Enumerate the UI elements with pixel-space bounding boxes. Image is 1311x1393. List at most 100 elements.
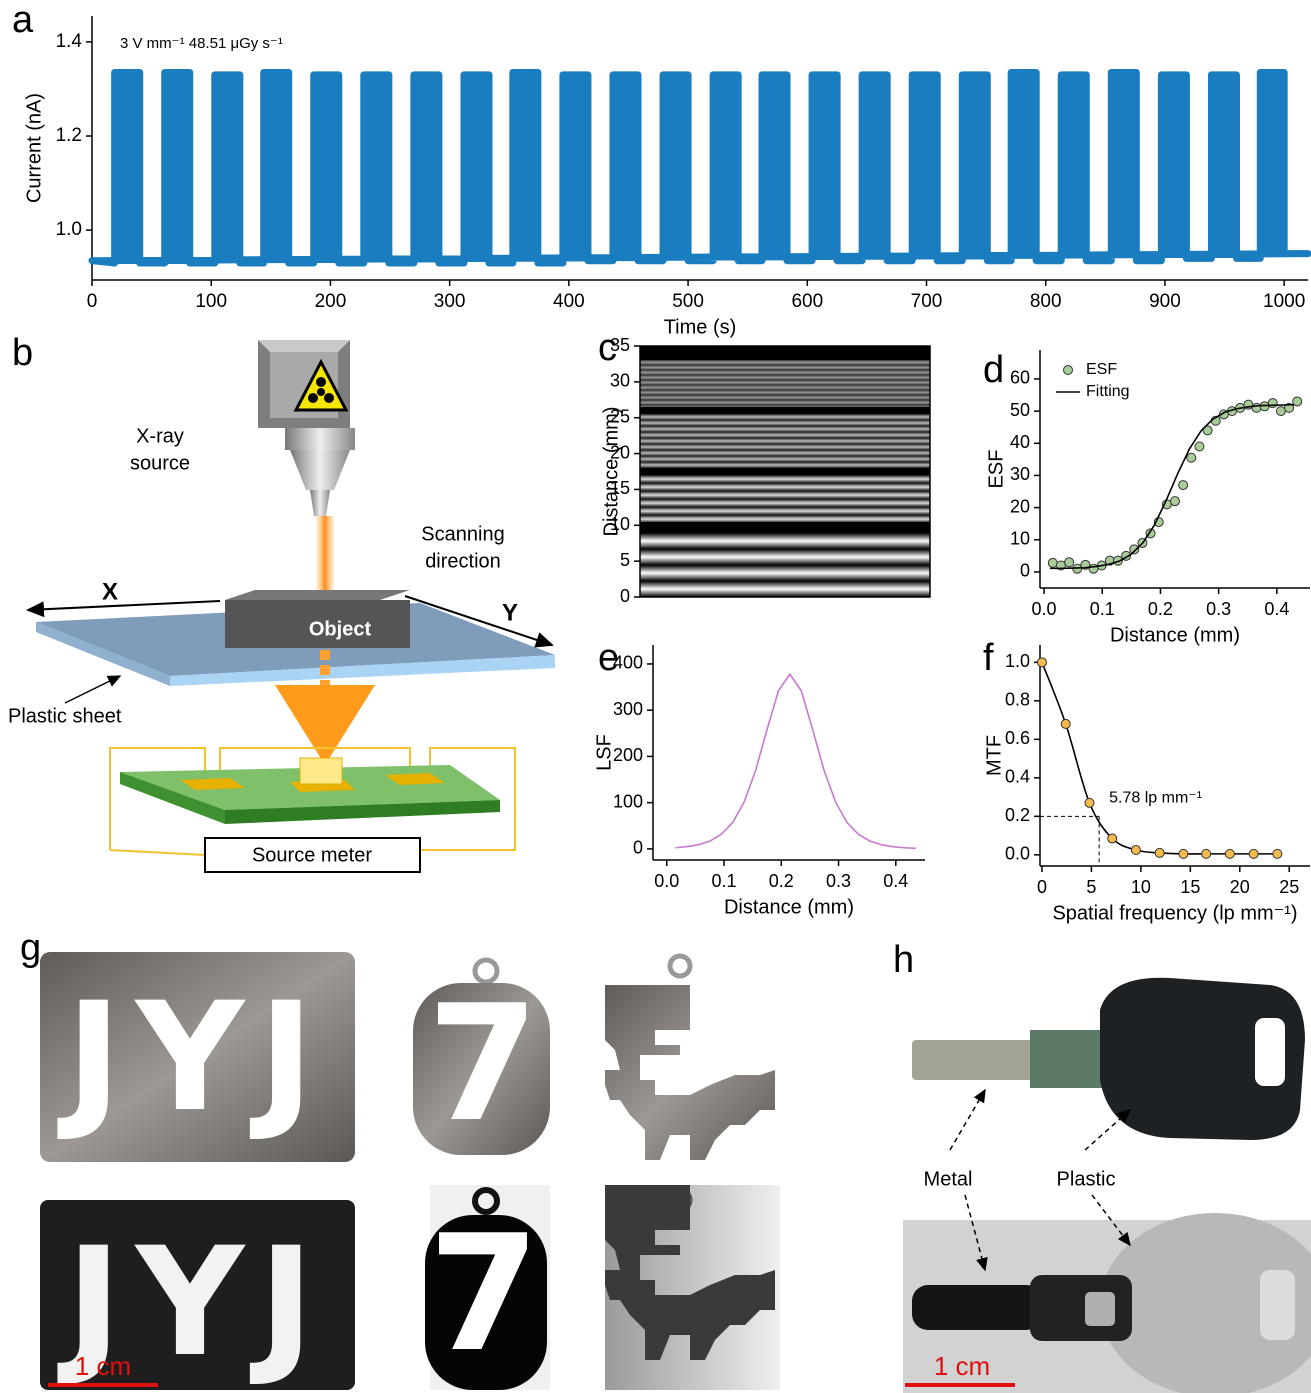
data-point — [1048, 558, 1057, 567]
x-tick-label: 1000 — [1263, 291, 1305, 312]
x-tick-label: 0.2 — [1148, 599, 1173, 619]
data-point — [1061, 719, 1070, 728]
stripes — [640, 414, 930, 468]
y-tick-label: 0 — [620, 586, 630, 606]
trefoil — [316, 377, 326, 387]
series-line — [675, 674, 916, 848]
x-tick-label: 400 — [553, 291, 585, 312]
data-point — [1249, 849, 1258, 858]
data-point — [1187, 453, 1196, 462]
data-point — [1130, 545, 1139, 554]
y-tick-label: 40 — [1010, 432, 1030, 452]
y-tick-label: 35 — [610, 335, 630, 355]
setup-diagram: b Object X Y X-ray source Scanning direc… — [8, 332, 555, 872]
y-tick-label: 50 — [1010, 400, 1030, 420]
x-axis-label: Time (s) — [664, 316, 737, 338]
y-tick-label: 1.4 — [56, 31, 83, 52]
key-neck — [1030, 1030, 1105, 1088]
beam — [316, 516, 334, 600]
legend-marker — [1064, 366, 1073, 375]
y-axis-label: LSF — [593, 734, 615, 771]
y-tick-label: 1.0 — [1005, 651, 1030, 671]
y-axis-label: Current (nA) — [23, 93, 45, 203]
data-point — [1065, 558, 1074, 567]
x-axis-label: Spatial frequency (lp mm⁻¹) — [1052, 902, 1297, 924]
figure: b Object X Y X-ray source Scanning direc… — [0, 0, 1311, 1393]
data-point — [1085, 798, 1094, 807]
y-tick-label: 1.0 — [56, 219, 82, 240]
photo-panel: g JYJ 7 JYJ 1 cm 7 — [20, 927, 780, 1390]
y-tick-label: 0 — [1020, 561, 1030, 581]
data-point — [1171, 497, 1180, 506]
y-label: Y — [502, 599, 518, 626]
y-tick-label: 0.0 — [1005, 844, 1030, 864]
x-tick-label: 500 — [672, 291, 704, 312]
x-tick-label: 20 — [1230, 877, 1250, 897]
xray-window — [1260, 1270, 1295, 1340]
legend-label: Fitting — [1086, 383, 1130, 400]
x-tick-label: 800 — [1030, 291, 1062, 312]
x-tick-label: 5 — [1086, 877, 1096, 897]
x-tick-label: 100 — [195, 291, 227, 312]
xray-shaft — [912, 1285, 1042, 1330]
xray-hole — [1085, 1292, 1115, 1326]
y-tick-label: 30 — [610, 371, 630, 391]
trefoil — [317, 388, 325, 396]
sheet-arrow — [65, 676, 120, 703]
y-tick-label: 400 — [613, 653, 643, 673]
x-tick-label: 0.2 — [769, 871, 794, 891]
x-tick-label: 700 — [911, 291, 943, 312]
y-tick-label: 0.4 — [1005, 767, 1030, 787]
wire — [110, 850, 205, 855]
key-panel: h Metal Plastic 1 cm — [893, 939, 1311, 1393]
sheet-label: Plastic sheet — [8, 705, 122, 727]
y-tick-label: 20 — [1010, 496, 1030, 516]
y-tick-label: 10 — [1010, 529, 1030, 549]
y-axis-label: ESF — [985, 450, 1007, 489]
data-point — [1268, 399, 1277, 408]
panel-letter: h — [893, 939, 914, 981]
data-point — [1252, 403, 1261, 412]
x-tick-label: 0.1 — [711, 871, 736, 891]
x-tick-label: 0.4 — [1264, 599, 1289, 619]
cutoff-label: 5.78 lp mm⁻¹ — [1109, 790, 1202, 807]
x-tick-label: 0.4 — [883, 871, 908, 891]
y-tick-label: 0.2 — [1005, 805, 1030, 825]
crystal — [300, 758, 342, 784]
x-tick-label: 300 — [434, 291, 466, 312]
data-point — [1155, 848, 1164, 857]
meter-label: Source meter — [252, 844, 372, 866]
key-shaft — [912, 1040, 1034, 1080]
x-tick-label: 0.0 — [654, 871, 679, 891]
y-tick-label: 0.6 — [1005, 728, 1030, 748]
plastic-label: Plastic — [1057, 1168, 1116, 1190]
x-tick-label: 0.3 — [826, 871, 851, 891]
x-tick-label: 0.3 — [1206, 599, 1231, 619]
series-line — [1042, 662, 1277, 854]
x-tick-label: 200 — [315, 291, 347, 312]
key-window — [1255, 1018, 1285, 1086]
panel-letter: d — [983, 349, 1004, 391]
y-tick-label: 300 — [613, 699, 643, 719]
y-tick-label: 100 — [613, 791, 643, 811]
cutout-letters: JYJ — [57, 971, 328, 1145]
scale-label: 1 cm — [934, 1351, 990, 1381]
y-tick-label: 0.8 — [1005, 690, 1030, 710]
y-axis-label: MTF — [983, 735, 1005, 776]
annotation: 3 V mm⁻¹ 48.51 μGy s⁻¹ — [120, 35, 283, 52]
x-tick-label: 600 — [791, 291, 823, 312]
panel-letter: a — [12, 0, 34, 41]
y-tick-label: 200 — [613, 745, 643, 765]
data-point — [1273, 849, 1282, 858]
data-point — [1195, 442, 1204, 451]
data-point — [1179, 849, 1188, 858]
tag-number: 7 — [427, 970, 538, 1157]
object-label: Object — [309, 618, 372, 640]
x-label: X — [102, 578, 118, 605]
dino-ring — [670, 956, 690, 976]
data-point — [1108, 834, 1117, 843]
series-line — [1050, 405, 1294, 569]
trefoil — [324, 393, 334, 403]
stripes — [640, 533, 930, 597]
source-label: source — [130, 452, 190, 474]
